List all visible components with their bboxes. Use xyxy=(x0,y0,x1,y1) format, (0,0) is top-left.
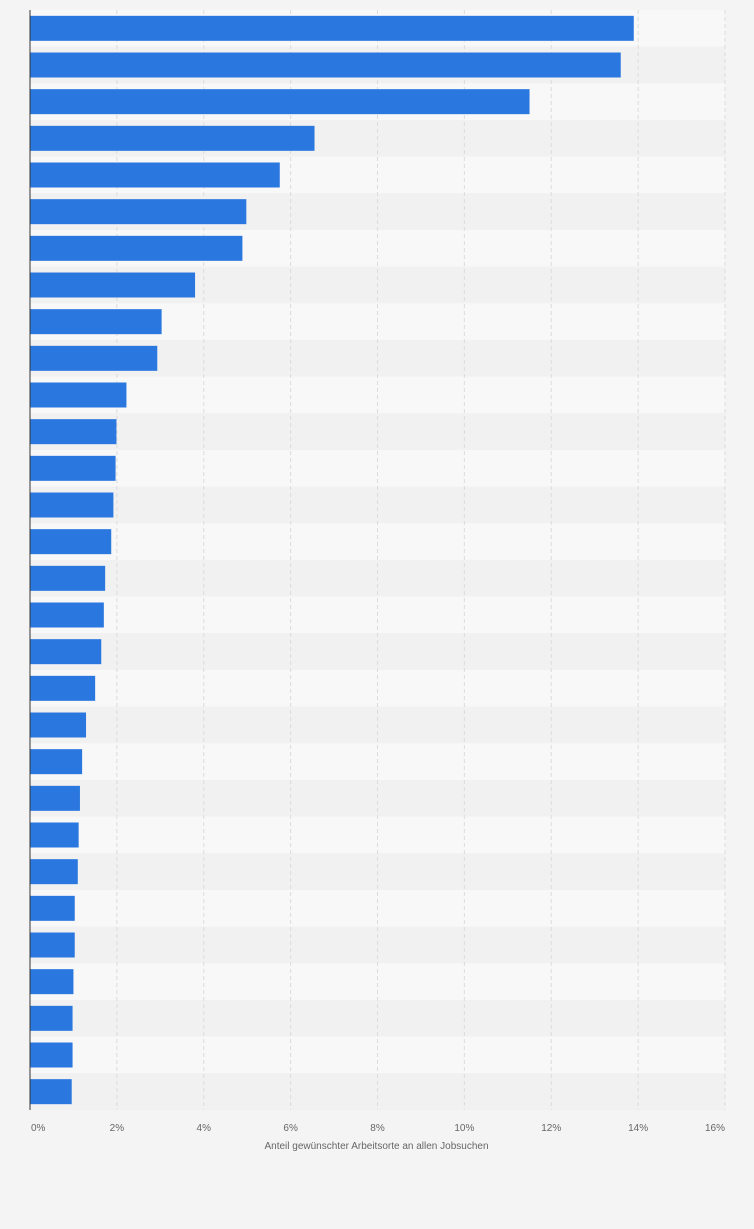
bar xyxy=(30,1005,73,1031)
bar xyxy=(30,675,96,701)
x-tick-label: 12% xyxy=(541,1123,561,1134)
bar xyxy=(30,1042,73,1068)
x-tick-label: 4% xyxy=(197,1123,212,1134)
bar xyxy=(30,639,102,665)
bar xyxy=(30,382,127,408)
bar xyxy=(30,309,162,335)
bar xyxy=(30,785,80,811)
bar xyxy=(30,199,247,225)
bar xyxy=(30,529,112,555)
bar xyxy=(30,1079,72,1105)
x-tick-label: 10% xyxy=(454,1123,474,1134)
bar xyxy=(30,969,74,995)
bar xyxy=(30,712,87,738)
x-tick-label: 0% xyxy=(31,1123,46,1134)
bar xyxy=(30,455,116,481)
bar xyxy=(30,602,104,628)
row-band xyxy=(30,963,725,1000)
bar xyxy=(30,345,158,371)
bars xyxy=(30,15,634,1105)
bar xyxy=(30,895,75,921)
bar xyxy=(30,272,196,298)
gridlines xyxy=(116,10,726,1110)
x-tick-label: 2% xyxy=(110,1123,125,1134)
bar xyxy=(30,492,114,518)
x-axis-tick-labels: 0% 2% 4% 6% 8% 10% 12% 14% 16% xyxy=(31,1123,725,1134)
x-tick-label: 6% xyxy=(283,1123,298,1134)
bar xyxy=(30,235,243,261)
x-axis-title: Anteil gewünschter Arbeitsorte an allen … xyxy=(264,1141,488,1152)
bar xyxy=(30,125,315,151)
x-tick-label: 16% xyxy=(705,1123,725,1134)
bar xyxy=(30,419,117,445)
bar xyxy=(30,89,530,115)
bar xyxy=(30,162,280,188)
bar xyxy=(30,932,75,958)
x-tick-label: 8% xyxy=(370,1123,385,1134)
bar xyxy=(30,749,83,775)
x-tick-label: 14% xyxy=(628,1123,648,1134)
bar xyxy=(30,822,79,848)
bar xyxy=(30,859,78,885)
bar xyxy=(30,52,621,78)
bar xyxy=(30,565,106,591)
bar xyxy=(30,15,634,41)
